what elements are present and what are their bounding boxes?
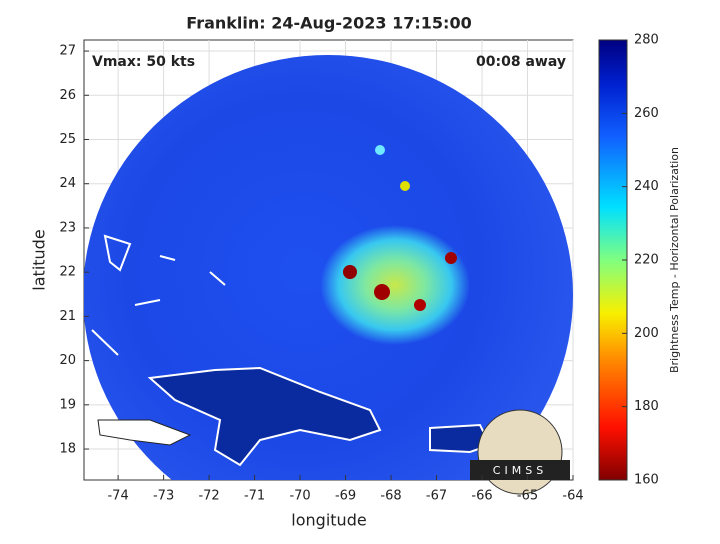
y-axis-label: latitude <box>30 229 49 290</box>
x-tick-label: -69 <box>335 489 356 504</box>
y-tick-label: 23 <box>59 220 76 235</box>
swath <box>84 55 573 480</box>
colorbar-tick-label: 200 <box>634 326 659 341</box>
y-tick-label: 22 <box>59 265 76 280</box>
title: Franklin: 24-Aug-2023 17:15:00 <box>186 14 471 33</box>
x-tick-label: -73 <box>153 489 174 504</box>
x-tick-label: -65 <box>517 489 538 504</box>
y-tick-label: 26 <box>59 88 76 103</box>
x-tick-label: -71 <box>244 489 265 504</box>
colorbar-tick-label: 280 <box>634 33 659 48</box>
x-tick-label: -67 <box>426 489 447 504</box>
x-tick-label: -74 <box>107 489 128 504</box>
logo: CIMSS <box>470 409 570 495</box>
y-tick-label: 19 <box>59 397 76 412</box>
y-tick-label: 25 <box>59 132 76 147</box>
colorbar-tick-label: 220 <box>634 253 659 268</box>
colorbar-label: Brightness Temp - Horizontal Polarizatio… <box>668 147 681 373</box>
y-tick-label: 21 <box>59 309 76 324</box>
y-tick-label: 20 <box>59 353 76 368</box>
x-tick-label: -64 <box>562 489 583 504</box>
logo-text: CIMSS <box>493 464 547 477</box>
x-axis-label: longitude <box>291 511 366 530</box>
x-tick-label: -70 <box>289 489 310 504</box>
colorbar-tick-label: 260 <box>634 106 659 121</box>
vmax: Vmax: 50 kts <box>92 54 195 70</box>
colorbar-tick-label: 240 <box>634 179 659 194</box>
x-tick-label: -66 <box>471 489 492 504</box>
y-tick-label: 24 <box>59 176 76 191</box>
time-away: 00:08 away <box>476 54 566 70</box>
colorbar-tick-label: 160 <box>634 473 659 488</box>
y-tick-label: 27 <box>59 44 76 59</box>
y-tick-label: 18 <box>59 442 76 457</box>
colorbar-tick-label: 180 <box>634 399 659 414</box>
x-tick-label: -72 <box>198 489 219 504</box>
x-tick-label: -68 <box>380 489 401 504</box>
